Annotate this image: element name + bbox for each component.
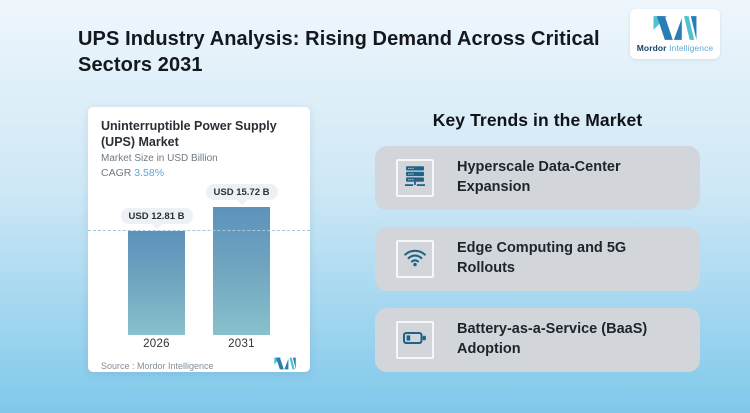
trend-card-hyperscale: Hyperscale Data-Center Expansion [375,146,700,210]
server-rack-icon [403,164,427,193]
trend-icon-box [396,159,434,197]
bar-value-label-pointer [151,224,162,229]
mordor-intelligence-logo-icon [273,357,297,375]
cagr-label: CAGR [101,167,135,179]
chart-cagr: CAGR 3.58% [101,167,297,179]
brand-name-primary: Mordor [636,43,667,53]
wifi-icon [403,245,427,274]
brand-logo: Mordor Intelligence [630,9,720,59]
trend-label: Hyperscale Data-Center Expansion [457,159,621,195]
trend-icon-box [396,321,434,359]
trend-card-baas: Battery-as-a-Service (BaaS) Adoption [375,308,700,372]
brand-name-secondary: Intelligence [669,43,714,53]
chart-subtitle: Market Size in USD Billion [101,153,218,164]
bar-chart: USD 12.81 B USD 15.72 B 2026 2031 [88,183,310,353]
x-tick-2026: 2026 [143,338,170,350]
trend-card-edge-5g: Edge Computing and 5G Rollouts [375,227,700,291]
page-title: UPS Industry Analysis: Rising Demand Acr… [78,28,600,77]
bar-group-2031: USD 15.72 B [205,184,278,335]
x-axis-labels: 2026 2031 [101,338,297,353]
chart-footer: Source : Mordor Intelligence [101,353,297,375]
bar-value-label-pointer [236,200,247,205]
trends-heading: Key Trends in the Market [432,110,643,130]
x-tick-2031: 2031 [228,338,255,350]
bars-row: USD 12.81 B USD 15.72 B [101,183,297,335]
cagr-value: 3.58% [134,167,165,179]
battery-icon [402,326,428,355]
mordor-intelligence-logo-icon [652,15,698,41]
key-trends-section: Key Trends in the Market Hyperscale Data… [375,110,700,389]
reference-dashline [88,230,310,231]
brand-name: Mordor Intelligence [637,43,714,53]
market-chart-card: Uninterruptible Power Supply (UPS) Marke… [88,107,310,372]
chart-title: Uninterruptible Power Supply (UPS) Marke… [101,119,277,149]
source-attribution: Source : Mordor Intelligence [101,361,214,371]
bar-value-label: USD 12.81 B [120,208,193,224]
bar-value-label: USD 15.72 B [205,184,278,200]
trend-label: Edge Computing and 5G Rollouts [457,240,627,276]
trend-label: Battery-as-a-Service (BaaS) Adoption [457,321,648,357]
trend-icon-box [396,240,434,278]
bar-group-2026: USD 12.81 B [120,208,193,335]
bar-2031 [213,207,270,335]
bar-2026 [128,231,185,335]
